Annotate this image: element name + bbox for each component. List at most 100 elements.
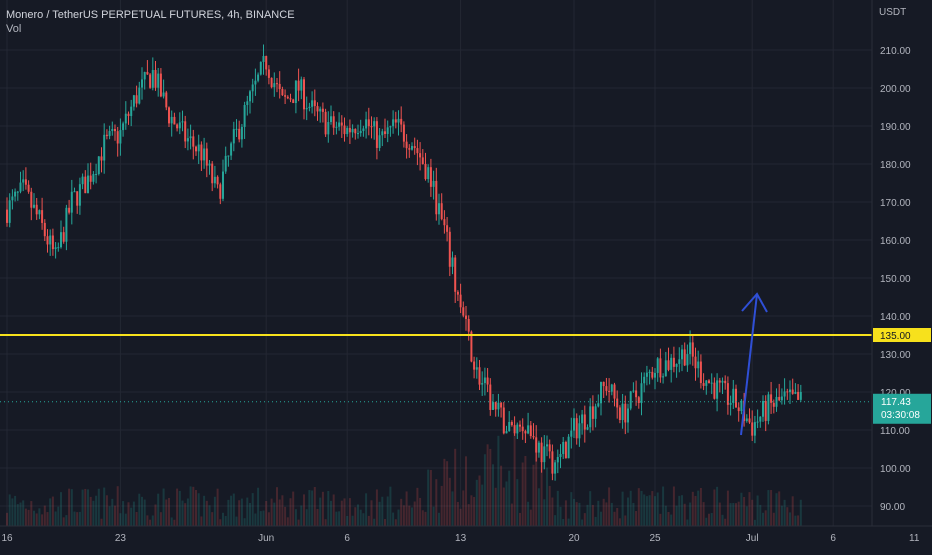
volume-bar xyxy=(138,493,141,526)
candle-body xyxy=(575,418,578,439)
candle-body xyxy=(513,425,516,434)
candle-body xyxy=(643,376,646,384)
candle-body xyxy=(246,101,249,106)
volume-bar xyxy=(192,486,195,526)
candle-body xyxy=(186,138,189,142)
volume-bar xyxy=(70,489,73,526)
candle-body xyxy=(124,113,127,124)
candle-body xyxy=(516,424,519,434)
candle-body xyxy=(232,129,235,144)
time-scale[interactable] xyxy=(0,526,932,550)
volume-bar xyxy=(49,498,52,526)
candle-body xyxy=(672,357,675,367)
candle-body xyxy=(49,235,52,245)
candle-body xyxy=(286,96,289,99)
volume-bar xyxy=(141,496,143,526)
candle-body xyxy=(735,388,737,408)
volume-bar xyxy=(451,491,454,526)
candle-body xyxy=(718,380,721,383)
candle-body xyxy=(14,191,17,197)
volume-bar xyxy=(321,491,324,526)
candle-body xyxy=(497,402,500,410)
volume-bar xyxy=(532,464,535,526)
volume-bar xyxy=(654,496,656,526)
volume-bar xyxy=(311,490,314,526)
volume-bar xyxy=(729,503,732,526)
candle-body xyxy=(68,207,71,213)
candle-body xyxy=(753,422,756,436)
volume-bar xyxy=(716,486,719,526)
candle-body xyxy=(27,184,30,192)
volume-bar xyxy=(600,511,602,526)
volume-bar xyxy=(589,491,592,526)
candle-body xyxy=(697,361,700,369)
candle-body xyxy=(213,176,216,184)
volume-bar xyxy=(527,501,530,526)
volume-bar xyxy=(116,486,119,526)
candle-body xyxy=(402,124,405,142)
volume-bar xyxy=(89,496,92,526)
volume-bar xyxy=(397,509,400,526)
volume-bar xyxy=(637,488,640,526)
volume-bar xyxy=(681,495,683,526)
candle-body xyxy=(694,356,697,369)
candle-body xyxy=(267,69,270,78)
candle-body xyxy=(759,416,762,422)
candle-body xyxy=(783,391,786,397)
volume-bar xyxy=(386,496,389,526)
volume-bar xyxy=(764,510,767,526)
volume-bar xyxy=(732,503,735,526)
candle-body xyxy=(637,397,640,404)
volume-bar xyxy=(281,495,284,526)
candle-body xyxy=(467,318,470,332)
candle-body xyxy=(597,403,600,407)
candle-body xyxy=(243,105,246,127)
volume-bar xyxy=(708,513,710,526)
candle-body xyxy=(386,127,389,134)
volume-bar xyxy=(348,498,351,526)
volume-bar xyxy=(535,439,538,526)
candle-body xyxy=(108,131,111,137)
volume-bar xyxy=(14,495,17,526)
candle-body xyxy=(189,136,192,139)
volume-legend[interactable]: Vol xyxy=(6,23,22,35)
candle-body xyxy=(473,361,476,370)
candle-body xyxy=(73,191,76,193)
candle-body xyxy=(543,446,546,463)
volume-bar xyxy=(297,519,300,526)
price-scale[interactable] xyxy=(872,0,932,526)
price-tick-label: 170.00 xyxy=(880,198,911,209)
candles xyxy=(6,44,802,481)
candle-body xyxy=(127,113,130,117)
candle-body xyxy=(662,376,665,378)
candle-body xyxy=(294,80,297,104)
candle-body xyxy=(157,73,160,88)
volume-bar xyxy=(789,512,791,526)
candle-body xyxy=(767,394,770,421)
candle-body xyxy=(548,444,551,452)
volume-bar xyxy=(178,490,181,526)
volume-bar xyxy=(475,479,478,526)
volume-bar xyxy=(702,502,705,526)
candle-body xyxy=(384,131,386,134)
volume-bar xyxy=(762,512,764,526)
symbol-title[interactable]: Monero / TetherUS PERPETUAL FUTURES, 4h,… xyxy=(6,9,295,21)
candle-body xyxy=(702,383,705,386)
volume-bar xyxy=(497,435,500,526)
candle-body xyxy=(165,92,168,108)
candle-body xyxy=(583,414,586,430)
up-arrow-drawing[interactable] xyxy=(740,292,768,436)
candle-body xyxy=(405,141,408,149)
volume-bar xyxy=(737,501,740,526)
volume-bar xyxy=(254,513,257,526)
candle-body xyxy=(654,372,656,378)
volume-bar xyxy=(132,501,135,526)
volume-bar xyxy=(95,495,98,526)
volume-bar xyxy=(753,519,756,526)
volume-bar xyxy=(162,488,165,526)
candle-body xyxy=(300,79,303,91)
volume-bar xyxy=(797,515,800,526)
candle-body xyxy=(57,247,60,249)
